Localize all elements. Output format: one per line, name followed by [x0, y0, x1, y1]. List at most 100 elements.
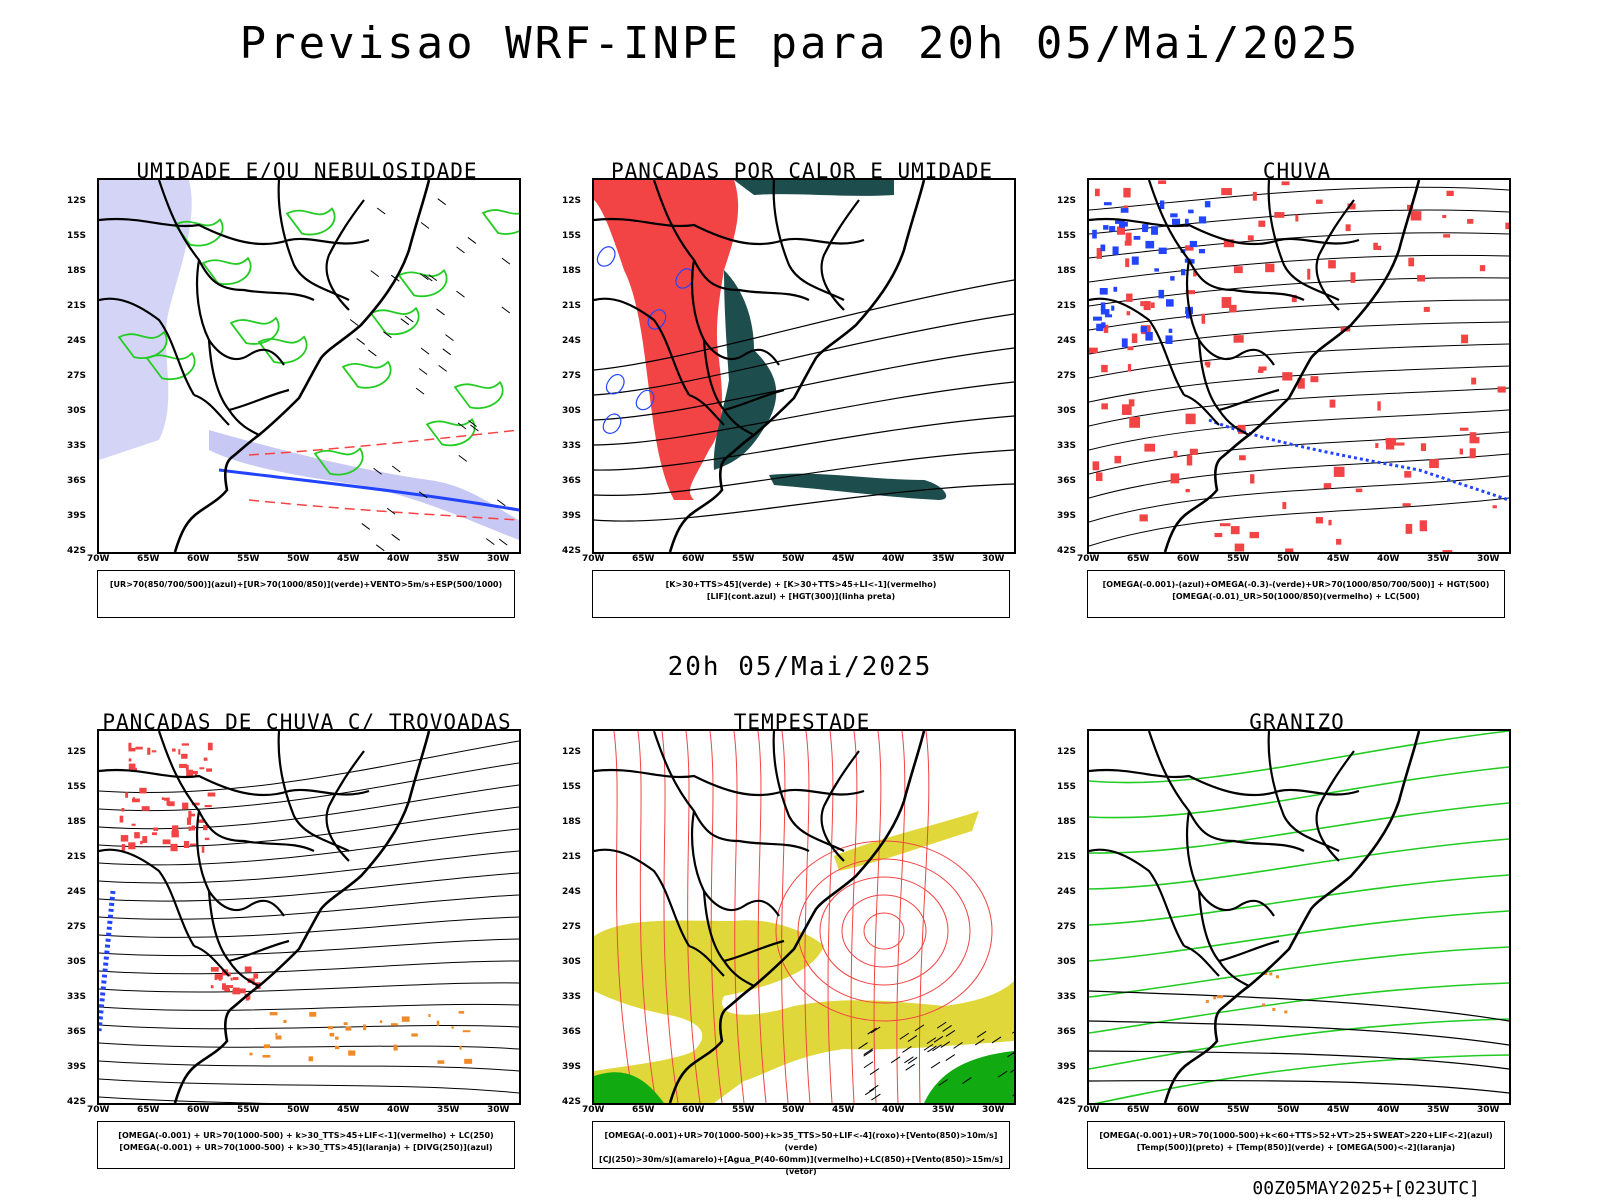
storm-cell: [247, 993, 251, 1000]
storm-cell: [275, 1035, 282, 1040]
wind-arrow: [991, 1036, 1002, 1044]
storm-cell: [151, 750, 157, 753]
hail-cell: [1262, 1003, 1266, 1007]
rain-cell: [1274, 212, 1285, 218]
state-border: [277, 180, 350, 301]
humidity-contour: [218, 468, 519, 512]
rain-cell: [1429, 459, 1439, 469]
rain-cell: [1467, 219, 1474, 224]
rain-cell: [1419, 520, 1428, 532]
storm-cell: [172, 825, 179, 833]
humidity-contour: [341, 360, 392, 389]
wind-arrow: [391, 533, 400, 541]
storm-cell: [181, 753, 188, 759]
rain-cell: [1116, 226, 1125, 235]
rain-cell: [1103, 202, 1112, 206]
streamline: [99, 740, 519, 794]
lat-tick-label: 39S: [562, 511, 582, 521]
lon-tick-label: 50W: [1277, 554, 1300, 564]
rain-cell: [1355, 488, 1363, 493]
rain-cell: [1092, 229, 1097, 239]
lat-tick-label: 24S: [1057, 887, 1077, 897]
rain-cell: [1118, 220, 1125, 228]
rain-cell: [1128, 399, 1135, 407]
state-border: [723, 939, 785, 963]
streamline: [99, 828, 519, 866]
wind-arrow: [933, 1035, 944, 1043]
lat-tick-label: 21S: [562, 301, 582, 311]
rain-cell: [1423, 306, 1430, 312]
storm-cell: [183, 840, 190, 848]
lat-tick-label: 36S: [562, 476, 582, 486]
wind-arrow: [457, 422, 467, 430]
storm-cell: [134, 832, 140, 839]
lifted-index-contour: [675, 268, 695, 289]
wind-arrow: [890, 1056, 901, 1064]
storm-cell: [166, 797, 170, 806]
rain-cell: [1375, 443, 1379, 449]
wind-arrow: [869, 1084, 879, 1092]
hail-cell: [1264, 971, 1268, 975]
streamline: [1089, 186, 1509, 211]
forecast-map: [1087, 178, 1511, 554]
wind-arrow: [420, 347, 430, 355]
storm-cell: [379, 1020, 383, 1024]
streamline: [99, 762, 519, 812]
lat-tick-label: 27S: [562, 371, 582, 381]
streamline: [873, 731, 882, 1103]
wind-arrow: [902, 1046, 912, 1053]
temp850-contour: [1089, 982, 1509, 1034]
rain-cell: [1121, 338, 1128, 348]
wind-arrow: [899, 1032, 910, 1040]
rain-cell: [1233, 266, 1243, 274]
rain-cell: [1492, 505, 1497, 509]
lat-tick-label: 33S: [562, 992, 582, 1002]
rain-cell: [1230, 526, 1240, 535]
rain-cell: [1140, 326, 1147, 333]
storm-cell: [309, 1011, 317, 1017]
storm-cell: [139, 787, 147, 794]
rain-band: [1208, 418, 1509, 502]
streamline: [99, 806, 519, 848]
rain-cell: [1100, 309, 1110, 315]
run-timestamp: 00Z05MAY2025+[023UTC]: [1252, 1178, 1480, 1199]
hail-cell: [1272, 1007, 1276, 1011]
lon-tick-label: 55W: [1227, 554, 1250, 564]
wind-arrow: [923, 1043, 934, 1051]
rain-cell: [1154, 268, 1160, 272]
rain-cell: [1189, 448, 1198, 455]
streamline: [99, 1042, 519, 1050]
storm-cell: [182, 802, 189, 810]
storm-cell: [249, 1052, 253, 1056]
rain-cell: [1109, 226, 1116, 232]
rain-cell: [1291, 294, 1297, 303]
rain-cell: [1131, 333, 1138, 344]
lat-tick-label: 36S: [1057, 476, 1077, 486]
humidity-contour: [425, 417, 476, 447]
caption-line: [K>30+TTS>45](verde) + [K>30+TTS>45+LI<-…: [665, 580, 937, 589]
streamline: [637, 731, 657, 1103]
wind-arrow: [375, 544, 385, 552]
humidity-contour: [257, 335, 308, 364]
rain-cell: [1336, 538, 1342, 545]
lat-tick-label: 15S: [67, 231, 87, 241]
lon-tick-label: 55W: [237, 1105, 260, 1115]
state-border: [195, 810, 285, 917]
lat-tick-label: 18S: [562, 817, 582, 827]
lat-tick-label: 18S: [562, 266, 582, 276]
state-border: [594, 768, 865, 797]
streamline: [841, 894, 927, 968]
lat-tick-label: 24S: [562, 887, 582, 897]
state-border: [772, 731, 845, 852]
storm-cell: [171, 830, 179, 838]
state-border: [594, 217, 865, 246]
rain-cell: [1234, 543, 1245, 552]
rain-cell: [1185, 413, 1196, 425]
storm-cell: [120, 835, 129, 842]
rain-cell: [1393, 442, 1405, 446]
state-border: [1089, 848, 1185, 947]
state-border: [1089, 217, 1360, 246]
streamline: [863, 912, 905, 950]
state-border: [1315, 750, 1355, 862]
state-border: [688, 393, 725, 426]
